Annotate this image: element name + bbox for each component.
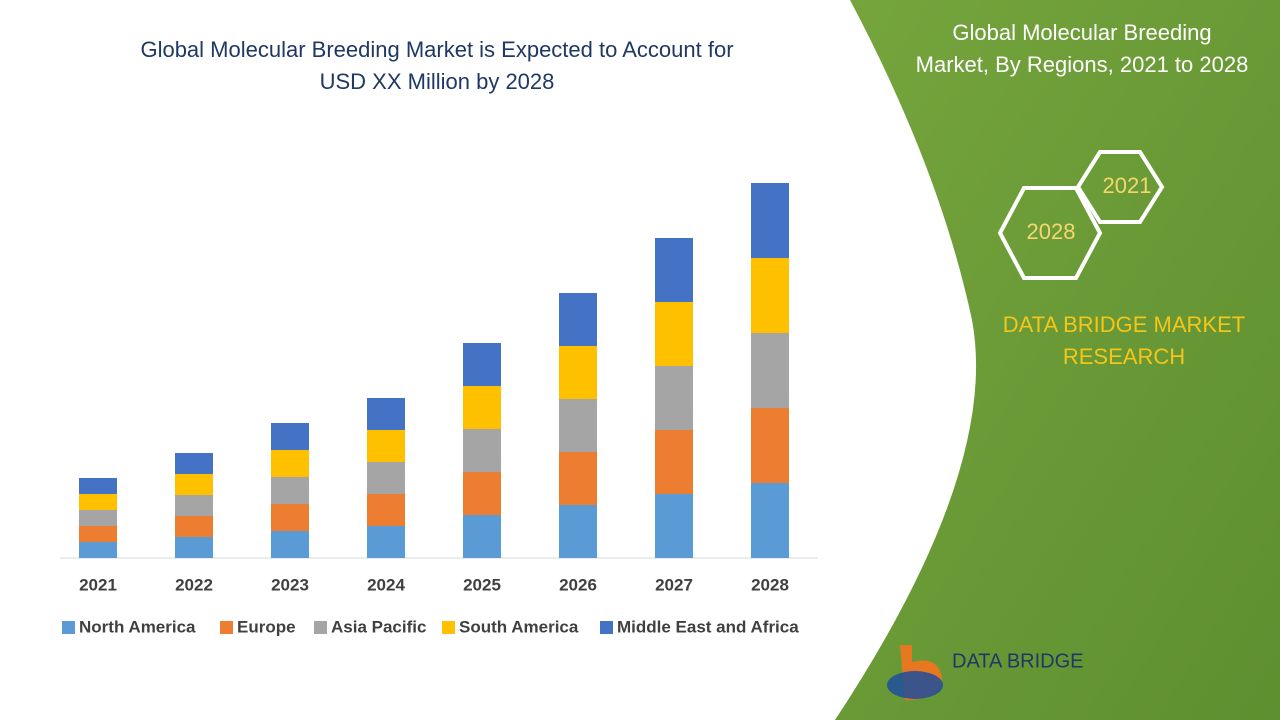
bar-segment <box>271 531 309 558</box>
bar-segment <box>751 483 789 558</box>
hexagon <box>1075 150 1165 224</box>
logo-text: DATA BRIDGE <box>952 650 1084 672</box>
bar-segment <box>559 346 597 399</box>
x-tick-label: 2022 <box>175 575 213 594</box>
bar-segment <box>367 430 405 462</box>
x-tick-label: 2024 <box>367 575 405 594</box>
bar-segment <box>463 515 501 558</box>
bar-segment <box>271 504 309 531</box>
bar-segment <box>655 366 693 430</box>
legend-label: Asia Pacific <box>331 617 426 636</box>
brand-text: DATA BRIDGE MARKET <box>1003 312 1245 337</box>
bar-segment <box>463 386 501 429</box>
bar-segment <box>79 526 117 542</box>
x-tick-label: 2025 <box>463 575 501 594</box>
brand-text: RESEARCH <box>1063 344 1185 369</box>
bar-segment <box>367 462 405 494</box>
legend-swatch <box>220 621 233 634</box>
legend-label: North America <box>79 617 196 636</box>
bar-segment <box>751 258 789 333</box>
bar-segment <box>367 398 405 430</box>
bar-segment <box>463 472 501 515</box>
bar-segment <box>271 423 309 450</box>
bar-segment <box>271 477 309 504</box>
legend-swatch <box>62 621 75 634</box>
hexagon-label: 2028 <box>1027 219 1076 244</box>
side-panel <box>835 0 1280 720</box>
legend-swatch <box>314 621 327 634</box>
legend-swatch <box>442 621 455 634</box>
bar-segment <box>751 408 789 483</box>
legend-label: South America <box>459 617 579 636</box>
panel-title: Market, By Regions, 2021 to 2028 <box>916 52 1249 77</box>
bar-segment <box>367 526 405 558</box>
x-tick-label: 2027 <box>655 575 693 594</box>
panel-title: Global Molecular Breeding <box>952 20 1211 45</box>
bar-segment <box>175 495 213 516</box>
logo-mark <box>887 671 943 699</box>
x-tick-label: 2026 <box>559 575 597 594</box>
bar-segment <box>751 183 789 258</box>
bar-segment <box>175 453 213 474</box>
bar-segment <box>559 452 597 505</box>
bar-segment <box>175 516 213 537</box>
bar-segment <box>559 505 597 558</box>
bar-segment <box>79 478 117 494</box>
bar-segment <box>79 542 117 558</box>
x-tick-label: 2023 <box>271 575 309 594</box>
x-tick-label: 2028 <box>751 575 789 594</box>
bar-segment <box>655 238 693 302</box>
bar-segment <box>655 494 693 558</box>
bar-segment <box>655 430 693 494</box>
bar-segment <box>559 399 597 452</box>
chart-title: Global Molecular Breeding Market is Expe… <box>140 37 733 62</box>
bar-segment <box>463 429 501 472</box>
bar-segment <box>175 474 213 495</box>
legend-swatch <box>600 621 613 634</box>
legend-label: Middle East and Africa <box>617 617 799 636</box>
bar-segment <box>655 302 693 366</box>
bar-segment <box>463 343 501 386</box>
bar-segment <box>271 450 309 477</box>
bar-segment <box>79 494 117 510</box>
hexagon-label: 2021 <box>1103 173 1152 198</box>
legend-label: Europe <box>237 617 296 636</box>
x-tick-label: 2021 <box>79 575 117 594</box>
bar-segment <box>367 494 405 526</box>
hexagon <box>997 186 1103 280</box>
bar-segment <box>79 510 117 526</box>
chart-title: USD XX Million by 2028 <box>320 69 555 94</box>
bar-segment <box>751 333 789 408</box>
bar-segment <box>175 537 213 558</box>
bar-segment <box>559 293 597 346</box>
